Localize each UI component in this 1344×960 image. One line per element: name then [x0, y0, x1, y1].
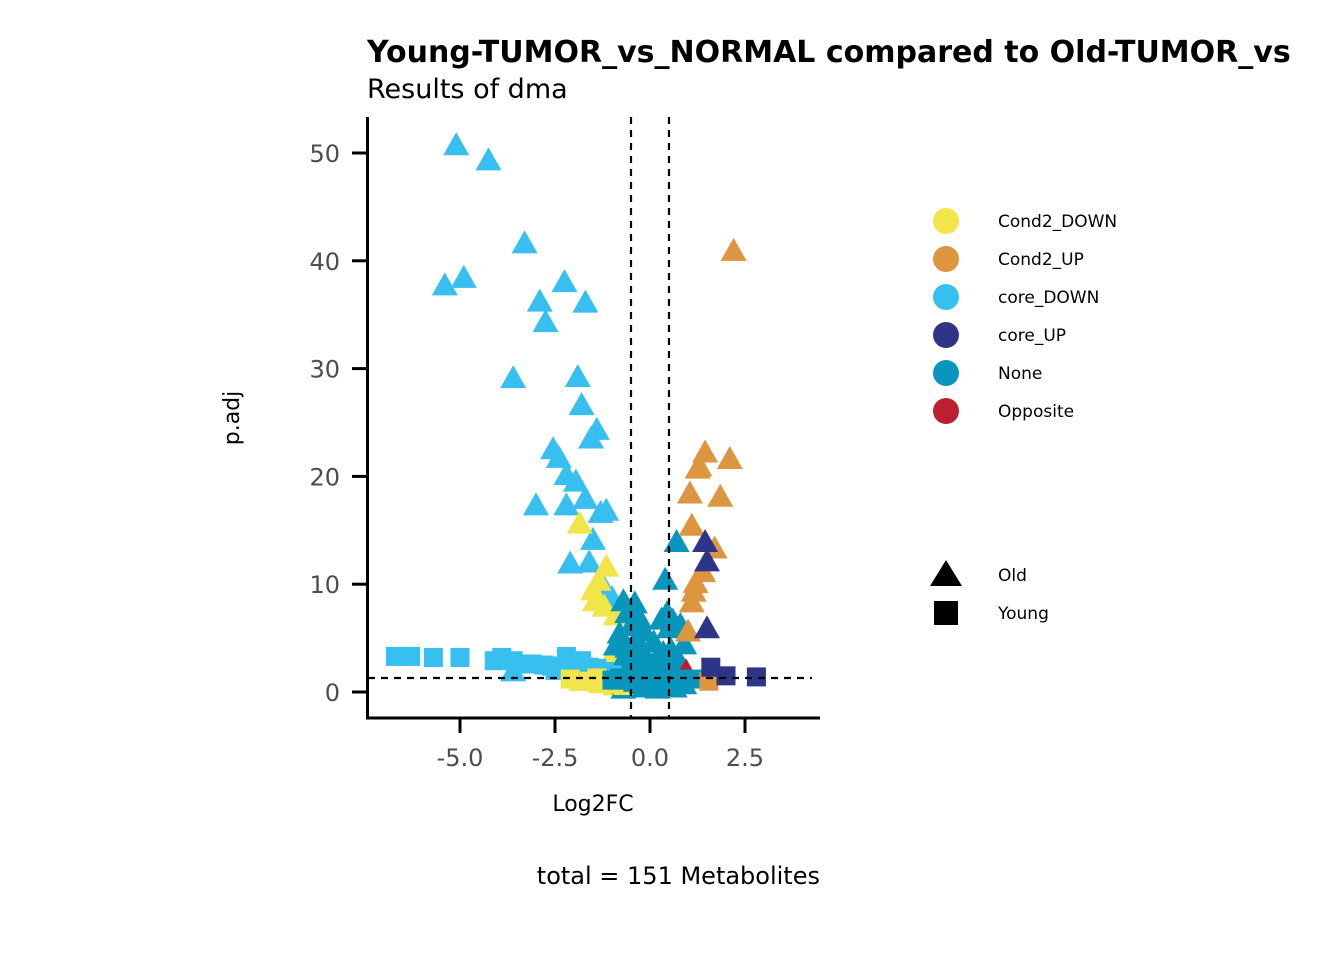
data-point-core-down: [475, 147, 502, 171]
data-point-none: [650, 640, 677, 664]
x-tick-label: -2.5: [532, 744, 579, 772]
legend-label: Old: [998, 566, 1027, 586]
legend-label: core_DOWN: [998, 288, 1099, 308]
legend-key-young: [934, 601, 958, 625]
data-point-core-up: [692, 528, 719, 552]
data-point-core-down: [532, 309, 559, 333]
data-point-core-down: [572, 485, 599, 509]
data-point-cond2-up: [678, 589, 705, 613]
data-point-cond2-up: [676, 480, 703, 504]
chart-title: Young-TUMOR_vs_NORMAL compared to Old-TU…: [366, 35, 1291, 70]
data-point-core-down: [385, 646, 405, 666]
y-axis-ticks: 0 10 20 30 40 50: [309, 140, 366, 707]
y-tick-label: 0: [325, 679, 340, 707]
shape-legend: Old Young: [930, 560, 1049, 625]
data-point-core-down: [443, 132, 470, 156]
data-point-cond2-up: [720, 237, 747, 261]
data-point-core-down: [556, 646, 576, 666]
legend-key-core-up: [933, 322, 959, 348]
data-point-core-down: [545, 444, 572, 468]
data-point-core-down: [576, 549, 603, 573]
y-tick-label: 20: [309, 463, 340, 491]
y-tick-label: 10: [309, 571, 340, 599]
legend-key-none: [933, 360, 959, 386]
data-point-core-down: [572, 289, 599, 313]
y-tick-label: 40: [309, 248, 340, 276]
y-tick-label: 30: [309, 356, 340, 384]
data-point-core-down: [568, 392, 595, 416]
data-point-core-down: [572, 651, 592, 671]
y-tick-label: 50: [309, 140, 340, 168]
data-point-none: [652, 566, 679, 590]
data-point-core-up: [716, 666, 736, 686]
data-point-cond2-down: [587, 668, 607, 688]
data-point-core-up: [701, 657, 721, 677]
data-point-core-down: [450, 648, 470, 668]
legend-label: Opposite: [998, 402, 1074, 422]
x-axis-title: Log2FC: [552, 792, 633, 817]
x-tick-label: 0.0: [631, 744, 669, 772]
data-point-core-down: [562, 468, 589, 492]
x-axis-ticks: -5.0 -2.5 0.0 2.5: [437, 719, 764, 772]
legend-label: None: [998, 364, 1042, 384]
y-axis-title: p.adj: [220, 391, 245, 446]
data-point-core-up: [746, 667, 766, 687]
data-point-cond2-up: [686, 453, 713, 477]
data-point-core-down: [564, 364, 591, 388]
legend-label: core_UP: [998, 326, 1066, 346]
data-point-cond2-down: [580, 577, 606, 601]
data-point-core-down: [523, 492, 549, 516]
caption: total = 151 Metabolites: [537, 862, 820, 890]
data-point-none: [602, 670, 622, 690]
x-tick-label: 2.5: [726, 744, 764, 772]
data-point-core-down: [526, 288, 553, 312]
legend-key-cond2-up: [933, 246, 959, 272]
legend-label: Young: [997, 604, 1049, 624]
data-point-core-up: [694, 615, 720, 639]
data-point-core-down: [551, 269, 578, 293]
chart-subtitle: Results of dma: [367, 74, 568, 105]
legend-key-old: [930, 560, 962, 586]
data-point-cond2-up: [675, 618, 701, 642]
data-point-core-down: [553, 492, 580, 516]
data-point-core-down: [557, 550, 584, 574]
legend-key-opposite: [933, 398, 959, 424]
data-point-cond2-up: [680, 578, 707, 602]
threshold-lines: [368, 117, 812, 717]
data-point-core-down: [580, 526, 606, 550]
data-point-core-down: [401, 646, 421, 666]
data-point-core-down: [578, 425, 605, 449]
x-tick-label: -5.0: [437, 744, 484, 772]
legend-key-cond2-down: [933, 208, 959, 234]
data-point-core-down: [431, 272, 458, 296]
data-point-cond2-up: [707, 483, 734, 507]
data-point-core-down: [511, 230, 538, 254]
color-legend: Cond2_DOWN Cond2_UP core_DOWN core_UP None Op…: [933, 208, 1117, 424]
legend-key-core-down: [933, 284, 959, 310]
data-point-cond2-up: [678, 512, 705, 536]
data-point-core-down: [423, 648, 443, 668]
data-point-cond2-down: [560, 669, 580, 689]
data-point-cond2-down: [566, 510, 593, 534]
data-point-core-down: [450, 264, 477, 288]
data-point-core-up: [694, 548, 720, 572]
data-points: [385, 132, 766, 699]
data-point-core-down: [500, 365, 527, 389]
legend-label: Cond2_DOWN: [998, 212, 1117, 232]
data-point-core-down: [587, 499, 614, 523]
legend-label: Cond2_UP: [998, 250, 1084, 270]
data-point-cond2-up: [716, 445, 743, 469]
